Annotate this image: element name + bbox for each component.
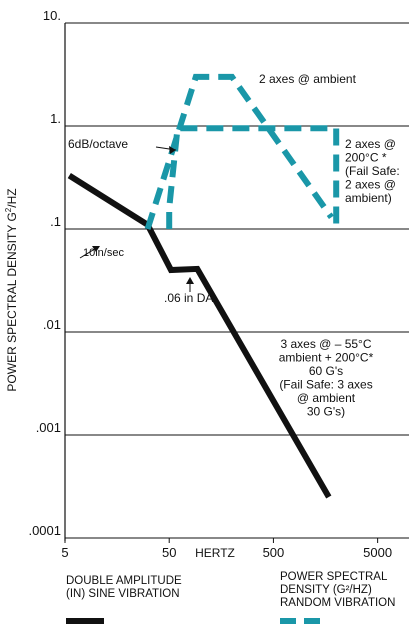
series-line-0 (67, 173, 332, 499)
legend-label-0-line-1: (IN) SINE VIBRATION (66, 588, 180, 600)
annotation-sine-line-0: 3 axes @ – 55°C (280, 337, 371, 351)
x-tick-label-1: 50 (162, 545, 176, 560)
annotation-hot-line-3: 2 axes @ (345, 178, 396, 192)
y-tick-label-3: .01 (43, 317, 61, 332)
series-group (67, 73, 340, 499)
y-axis-label-base: POWER SPECTRAL DENSITY G (5, 212, 19, 391)
annotation-ambient: 2 axes @ ambient (259, 72, 357, 86)
x-tick-label-3: 5000 (363, 545, 392, 560)
legend-label-1: POWER SPECTRAL DENSITY (G²/HZ) RANDOM VIBR… (280, 571, 395, 609)
annotation-hot-line-0: 2 axes @ (345, 137, 396, 151)
y-tick-label-5: .0001 (28, 523, 61, 538)
series-line-1 (144, 73, 334, 230)
annotation-hot-line-1: 200°C * (345, 151, 387, 165)
y-axis-label-tail: /HZ (5, 188, 19, 207)
annotation-ambient-line-0: 2 axes @ ambient (259, 72, 357, 86)
y-tick-label-0: 10. (43, 8, 61, 23)
da-arrow-head (186, 277, 194, 284)
annotation-slope-line-0: 6dB/octave (68, 137, 128, 151)
legend-label-0: DOUBLE AMPLITUDE (IN) SINE VIBRATION (66, 575, 182, 600)
annotation-da-line-0: .06 in DA. (164, 291, 217, 305)
annotation-sine-line-2: 60 G's (309, 364, 343, 378)
axes (64, 23, 379, 543)
legend-label-1-line-2: RANDOM VIBRATION (280, 597, 395, 609)
annotation-sine-line-4: @ ambient (297, 391, 356, 405)
annotation-vel-line-0: 10in/sec (83, 247, 124, 259)
x-axis-label: HERTZ (195, 546, 235, 560)
annotation-da: .06 in DA. (164, 291, 217, 305)
annotation-hot: 2 axes @200°C * (Fail Safe: 2 axes @ ambien… (345, 137, 400, 205)
annotation-sine-line-3: (Fail Safe: 3 axes (279, 378, 372, 392)
annotation-hot-line-4: ambient) (345, 191, 392, 205)
y-axis-label-sup: 2 (4, 207, 13, 212)
x-tick-label-2: 500 (263, 545, 285, 560)
legend-label-1-line-1: DENSITY (G²/HZ) (280, 584, 372, 596)
annotation-sine-line-1: ambient + 200°C* (279, 351, 374, 365)
slope-arrow-head (169, 146, 176, 154)
y-tick-label-2: .1 (50, 214, 61, 229)
legend-label-0-line-0: DOUBLE AMPLITUDE (66, 575, 182, 587)
annotation-sine-line-5: 30 G's) (307, 405, 345, 419)
annotation-hot-line-2: (Fail Safe: (345, 164, 400, 178)
legend: DOUBLE AMPLITUDE (IN) SINE VIBRATION POWER… (66, 571, 395, 624)
y-tick-label-4: .001 (36, 420, 61, 435)
x-tick-label-0: 5 (61, 545, 68, 560)
legend-label-1-line-0: POWER SPECTRAL (280, 571, 388, 583)
grid (65, 22, 409, 539)
y-tick-label-1: 1. (50, 111, 61, 126)
annotation-slope: 6dB/octave (68, 137, 128, 151)
annotation-vel: 10in/sec (83, 247, 124, 259)
vel-arrow-head (92, 246, 100, 252)
series-line-2 (166, 125, 340, 229)
annotation-sine: 3 axes @ – 55°C ambient + 200°C* 60 G's (Fa… (279, 337, 374, 419)
y-axis-label: POWER SPECTRAL DENSITY G2/HZ (4, 188, 19, 391)
